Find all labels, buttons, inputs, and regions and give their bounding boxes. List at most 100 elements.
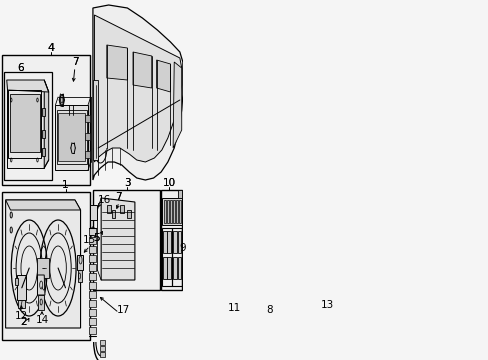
Polygon shape bbox=[162, 198, 182, 225]
Polygon shape bbox=[101, 198, 135, 280]
Bar bbox=[227, 284, 231, 294]
Text: 6: 6 bbox=[17, 63, 24, 73]
Bar bbox=[177, 231, 181, 253]
Polygon shape bbox=[93, 5, 183, 180]
Circle shape bbox=[10, 227, 12, 233]
Polygon shape bbox=[77, 255, 83, 270]
Polygon shape bbox=[7, 80, 49, 92]
Bar bbox=[58, 113, 85, 161]
Text: 3: 3 bbox=[124, 178, 130, 188]
Polygon shape bbox=[85, 133, 90, 140]
Bar bbox=[89, 282, 96, 289]
Bar bbox=[89, 273, 96, 280]
Text: 15: 15 bbox=[83, 235, 96, 245]
Circle shape bbox=[71, 144, 74, 152]
Bar bbox=[4, 72, 52, 180]
Text: 7: 7 bbox=[115, 192, 121, 202]
Text: 14: 14 bbox=[35, 315, 48, 325]
Text: 12: 12 bbox=[15, 311, 28, 321]
Text: 10: 10 bbox=[163, 178, 176, 188]
Bar bbox=[172, 228, 182, 286]
Polygon shape bbox=[94, 15, 182, 162]
Text: 13: 13 bbox=[321, 300, 334, 310]
Text: 9: 9 bbox=[179, 243, 185, 253]
Bar bbox=[89, 255, 96, 262]
Bar bbox=[100, 346, 105, 351]
Bar bbox=[2, 192, 90, 340]
Polygon shape bbox=[17, 275, 26, 300]
Text: 16: 16 bbox=[97, 195, 111, 205]
Bar bbox=[177, 257, 181, 279]
Text: 8: 8 bbox=[266, 305, 272, 315]
Circle shape bbox=[90, 227, 95, 239]
Bar bbox=[167, 231, 170, 253]
Text: 6: 6 bbox=[17, 63, 24, 73]
Polygon shape bbox=[166, 200, 169, 223]
Bar bbox=[163, 231, 166, 253]
Polygon shape bbox=[330, 272, 333, 285]
Bar bbox=[8, 90, 41, 158]
Bar bbox=[237, 271, 241, 281]
Text: 17: 17 bbox=[117, 305, 130, 315]
Bar bbox=[89, 291, 96, 298]
Bar bbox=[10, 94, 40, 152]
Text: 2: 2 bbox=[20, 317, 26, 327]
Bar bbox=[167, 257, 170, 279]
Bar bbox=[237, 284, 241, 294]
Text: 4: 4 bbox=[47, 43, 54, 53]
Polygon shape bbox=[42, 148, 45, 156]
Bar bbox=[161, 190, 182, 290]
Polygon shape bbox=[85, 151, 90, 158]
Polygon shape bbox=[163, 200, 165, 223]
Text: 2: 2 bbox=[20, 317, 26, 327]
Polygon shape bbox=[112, 210, 115, 218]
Bar bbox=[100, 352, 105, 357]
Bar bbox=[173, 257, 177, 279]
Polygon shape bbox=[5, 200, 81, 210]
Bar bbox=[89, 300, 96, 307]
Polygon shape bbox=[127, 210, 131, 218]
Text: 7: 7 bbox=[71, 57, 78, 67]
Bar bbox=[2, 55, 90, 185]
Polygon shape bbox=[106, 45, 127, 80]
Circle shape bbox=[10, 212, 12, 218]
Bar bbox=[232, 284, 236, 294]
Polygon shape bbox=[169, 200, 172, 223]
Polygon shape bbox=[322, 265, 331, 295]
Polygon shape bbox=[320, 278, 324, 290]
Polygon shape bbox=[7, 80, 44, 168]
Text: 4: 4 bbox=[47, 43, 54, 53]
Bar bbox=[227, 271, 231, 281]
Polygon shape bbox=[106, 205, 110, 213]
Bar bbox=[93, 190, 159, 290]
Bar bbox=[89, 246, 96, 253]
Text: 1: 1 bbox=[62, 180, 69, 190]
Text: 1: 1 bbox=[62, 180, 69, 190]
Bar bbox=[173, 231, 177, 253]
Polygon shape bbox=[65, 115, 77, 135]
Polygon shape bbox=[226, 268, 243, 300]
Polygon shape bbox=[133, 52, 151, 88]
Polygon shape bbox=[172, 200, 175, 223]
Bar bbox=[89, 228, 96, 235]
Circle shape bbox=[60, 95, 63, 105]
Polygon shape bbox=[42, 130, 45, 138]
Polygon shape bbox=[5, 200, 81, 328]
Polygon shape bbox=[18, 300, 25, 308]
Bar bbox=[100, 340, 105, 345]
Bar bbox=[89, 309, 96, 316]
Bar bbox=[89, 327, 96, 334]
Bar bbox=[232, 271, 236, 281]
Polygon shape bbox=[120, 205, 123, 213]
Polygon shape bbox=[177, 190, 182, 198]
Polygon shape bbox=[156, 60, 170, 92]
Bar bbox=[89, 237, 96, 244]
Polygon shape bbox=[38, 295, 44, 310]
Polygon shape bbox=[42, 108, 45, 116]
Polygon shape bbox=[85, 115, 90, 122]
Bar bbox=[89, 318, 96, 325]
Polygon shape bbox=[93, 80, 98, 160]
Polygon shape bbox=[78, 270, 81, 282]
Bar bbox=[89, 264, 96, 271]
Text: 5: 5 bbox=[93, 233, 100, 243]
